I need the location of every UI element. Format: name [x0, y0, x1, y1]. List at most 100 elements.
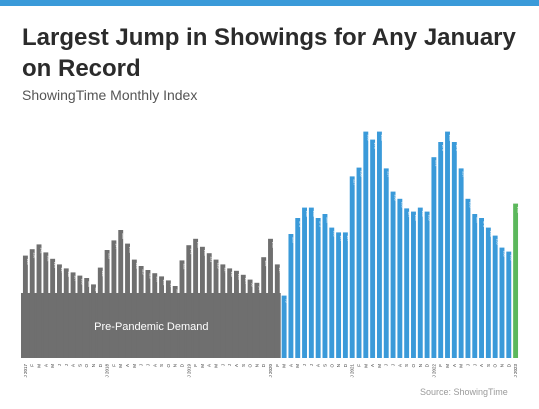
bar: [438, 142, 444, 358]
bar: [29, 249, 35, 358]
source-note: Source: ShowingTime: [420, 387, 508, 397]
x-tick-label: S: [241, 364, 246, 367]
x-tick-label: J: [57, 364, 62, 366]
bar: [376, 131, 382, 358]
bar: [411, 211, 416, 358]
x-tick-label: F: [357, 364, 362, 367]
x-tick-label: A: [452, 364, 457, 367]
bar: [295, 218, 301, 358]
x-tick-label: J 2018: [105, 364, 110, 378]
bar: [417, 207, 423, 358]
x-tick-label: O: [166, 364, 171, 368]
bar-value-label: 149: [196, 242, 200, 248]
bar-value-label: 237: [462, 171, 466, 177]
bar: [342, 232, 348, 358]
x-tick-label: S: [404, 364, 409, 367]
bar: [227, 268, 233, 358]
x-tick-label: M: [214, 364, 219, 368]
top-accent-bar: [0, 0, 539, 6]
x-tick-label: A: [71, 364, 76, 367]
bar: [84, 278, 90, 358]
bar: [390, 191, 396, 358]
x-tick-label: J 2021: [350, 364, 355, 378]
bar-value-label: 273: [373, 143, 377, 149]
bar: [302, 207, 307, 358]
x-tick-label: F: [438, 364, 443, 367]
bar-value-label: 155: [291, 237, 295, 243]
x-tick-label: A: [288, 364, 293, 367]
bar: [288, 234, 294, 358]
bar-value-label: 104: [244, 278, 248, 284]
bar: [472, 214, 478, 358]
bar-value-label: 102: [162, 279, 166, 285]
bar-value-label: 188: [312, 211, 316, 217]
x-tick-label: F: [275, 364, 280, 367]
bar-value-label: 124: [53, 262, 57, 268]
bar: [104, 250, 110, 358]
bar-value-label: 139: [203, 250, 207, 256]
bar-value-label: 131: [210, 256, 214, 262]
bar-value-label: 97: [169, 283, 173, 287]
bar-value-label: 147: [114, 243, 118, 249]
bar-value-label: 103: [80, 279, 84, 285]
bar-value-label: 175: [482, 221, 486, 227]
bar: [451, 142, 457, 358]
x-tick-label: O: [329, 364, 334, 368]
bar-value-label: 128: [26, 259, 30, 265]
bar: [152, 273, 158, 358]
bar-value-label: 238: [360, 171, 364, 177]
x-tick-label: S: [159, 364, 164, 367]
bar: [322, 214, 328, 358]
bar: [213, 259, 219, 358]
bar-value-label: 142: [40, 247, 44, 253]
bar-value-label: 175: [298, 221, 302, 227]
x-tick-label: M: [445, 364, 450, 368]
bar-value-label: 251: [434, 160, 438, 166]
x-tick-label: O: [248, 364, 253, 368]
x-tick-label: D: [343, 363, 348, 367]
x-tick-label: M: [363, 364, 368, 368]
bar: [268, 238, 273, 358]
bar: [308, 207, 314, 358]
bar: [138, 266, 144, 358]
bar: [485, 227, 491, 358]
x-tick-label: D: [98, 363, 103, 367]
bar-value-label: 180: [475, 217, 479, 223]
x-tick-label: J 2022: [431, 364, 436, 378]
bar-value-label: 283: [366, 135, 370, 141]
bar: [165, 280, 171, 358]
bar-value-label: 183: [414, 215, 418, 221]
bar: [91, 284, 96, 358]
bar-value-label: 117: [223, 267, 227, 273]
bar: [404, 208, 410, 358]
x-tick-label: M: [37, 364, 42, 368]
bar: [281, 295, 287, 358]
bar: [70, 272, 76, 358]
bar-value-label: 115: [142, 269, 146, 275]
bar: [383, 168, 389, 358]
bar: [50, 258, 56, 358]
x-tick-label: M: [282, 364, 287, 368]
bar: [445, 131, 450, 358]
x-tick-label: F: [111, 364, 116, 367]
x-tick-label: J: [64, 364, 69, 366]
bar-value-label: 199: [400, 202, 404, 208]
bar: [363, 131, 369, 358]
bar: [349, 176, 355, 358]
bar-value-label: 109: [237, 274, 241, 280]
x-tick-label: A: [316, 364, 321, 367]
bar: [370, 139, 376, 358]
bar: [97, 267, 103, 358]
bar-value-label: 98: [251, 283, 255, 287]
bar-value-label: 208: [394, 195, 398, 201]
bar: [22, 255, 28, 358]
bar-value-label: 283: [380, 135, 384, 141]
x-tick-label: A: [207, 364, 212, 367]
bar-value-label: 123: [135, 263, 139, 269]
bar: [118, 230, 124, 358]
bar-value-label: 270: [441, 145, 445, 151]
chart-title: Largest Jump in Showings for Any January…: [22, 24, 516, 82]
x-tick-label: D: [425, 363, 430, 367]
x-tick-label: O: [84, 364, 89, 368]
